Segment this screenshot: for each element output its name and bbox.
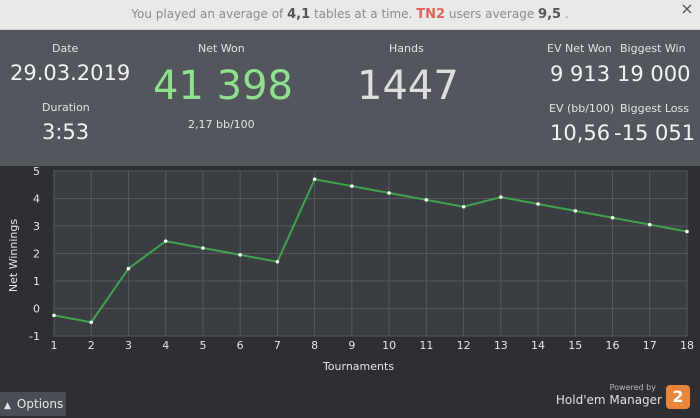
- x-tick-label: 13: [494, 339, 508, 352]
- stats-panel: Date 29.03.2019 Duration 3:53 Net Won 41…: [0, 30, 700, 166]
- net-winnings-chart: -1 0 1 2 3 4 5 1 2 3 4 5 6 7 8 9 10 11 12 13 14 15 16 17 18 Tourn…: [0, 165, 700, 388]
- banner-pre: You played an average of: [131, 7, 284, 21]
- ev-bb100-value: 10,56: [550, 121, 611, 145]
- close-icon[interactable]: ×: [680, 0, 694, 18]
- data-point: [201, 246, 205, 250]
- net-won-value: 41 398: [153, 63, 293, 109]
- y-tick-label: 0: [33, 303, 40, 316]
- y-tick-label: 5: [33, 166, 40, 178]
- x-tick-label: 9: [348, 339, 355, 352]
- data-point: [536, 202, 540, 206]
- x-tick-label: 10: [382, 339, 396, 352]
- date-value: 29.03.2019: [10, 61, 131, 85]
- x-tick-label: 3: [125, 339, 132, 352]
- data-point: [424, 198, 429, 202]
- bb100-value: 2,17 bb/100: [188, 118, 255, 131]
- caret-up-icon: ▲: [4, 401, 11, 411]
- options-button[interactable]: ▲ Options: [0, 392, 66, 416]
- brand-name: Hold'em Manager: [555, 393, 662, 407]
- x-tick-label: 16: [606, 339, 620, 352]
- x-tick-label: 15: [568, 339, 582, 352]
- data-point: [610, 215, 615, 220]
- x-tick-label: 7: [274, 339, 281, 352]
- net-won-label: Net Won: [198, 42, 245, 55]
- ev-bb100-label: EV (bb/100): [549, 102, 615, 115]
- biggest-win-value: 19 000: [617, 62, 691, 86]
- ev-net-won-value: 9 913: [550, 62, 611, 86]
- banner-users: users average: [448, 7, 535, 21]
- data-point: [52, 313, 56, 318]
- y-tick-label: 2: [33, 248, 40, 261]
- data-point: [573, 209, 578, 213]
- date-label: Date: [52, 42, 79, 55]
- data-point: [499, 195, 503, 199]
- x-tick-label: 2: [88, 339, 95, 352]
- hands-value: 1447: [357, 63, 459, 109]
- banner-users-avg: 9,5: [538, 7, 562, 22]
- data-point: [126, 266, 131, 271]
- data-point: [163, 239, 168, 243]
- x-tick-label: 14: [531, 339, 545, 352]
- duration-value: 3:53: [42, 120, 90, 144]
- banner-post: .: [564, 7, 569, 21]
- duration-label: Duration: [42, 101, 90, 114]
- x-tick-label: 6: [237, 339, 244, 352]
- x-tick-label: 11: [419, 339, 433, 352]
- banner-text: You played an average of 4,1 tables at a…: [0, 7, 700, 22]
- hm2-logo-icon: 2: [666, 385, 690, 409]
- powered-by-text: Powered by: [609, 383, 656, 392]
- info-banner: You played an average of 4,1 tables at a…: [0, 0, 700, 30]
- biggest-loss-label: Biggest Loss: [620, 102, 690, 115]
- x-tick-label: 17: [643, 339, 657, 352]
- biggest-win-label: Biggest Win: [620, 42, 686, 55]
- y-tick-label: -1: [29, 330, 40, 343]
- x-tick-label: 8: [311, 339, 318, 352]
- data-point: [685, 229, 689, 234]
- banner-tables-avg: 4,1: [287, 7, 311, 22]
- hands-label: Hands: [389, 42, 424, 55]
- data-point: [647, 222, 652, 227]
- ev-net-won-label: EV Net Won: [547, 42, 612, 55]
- series-line: [53, 178, 688, 324]
- data-point: [275, 259, 280, 264]
- x-axis-label: Tournaments: [322, 360, 394, 373]
- y-tick-label: 3: [33, 220, 40, 233]
- data-point: [387, 191, 391, 195]
- data-point: [238, 253, 242, 257]
- x-tick-label: 4: [162, 339, 169, 352]
- x-tick-label: 18: [680, 339, 694, 352]
- y-tick-label: 4: [33, 193, 40, 206]
- data-point: [461, 204, 466, 209]
- y-axis-label: Net Winnings: [7, 219, 20, 292]
- banner-tn2: TN2: [416, 7, 446, 22]
- options-label: Options: [16, 397, 64, 411]
- x-tick-label: 5: [199, 339, 206, 352]
- data-point: [350, 184, 354, 188]
- x-tick-label: 12: [457, 339, 471, 352]
- x-tick-label: 1: [51, 339, 58, 352]
- banner-mid: tables at a time.: [313, 7, 413, 21]
- y-tick-label: 1: [33, 275, 40, 288]
- data-point: [89, 320, 94, 325]
- biggest-loss-value: -15 051: [614, 121, 696, 145]
- data-point: [312, 177, 317, 182]
